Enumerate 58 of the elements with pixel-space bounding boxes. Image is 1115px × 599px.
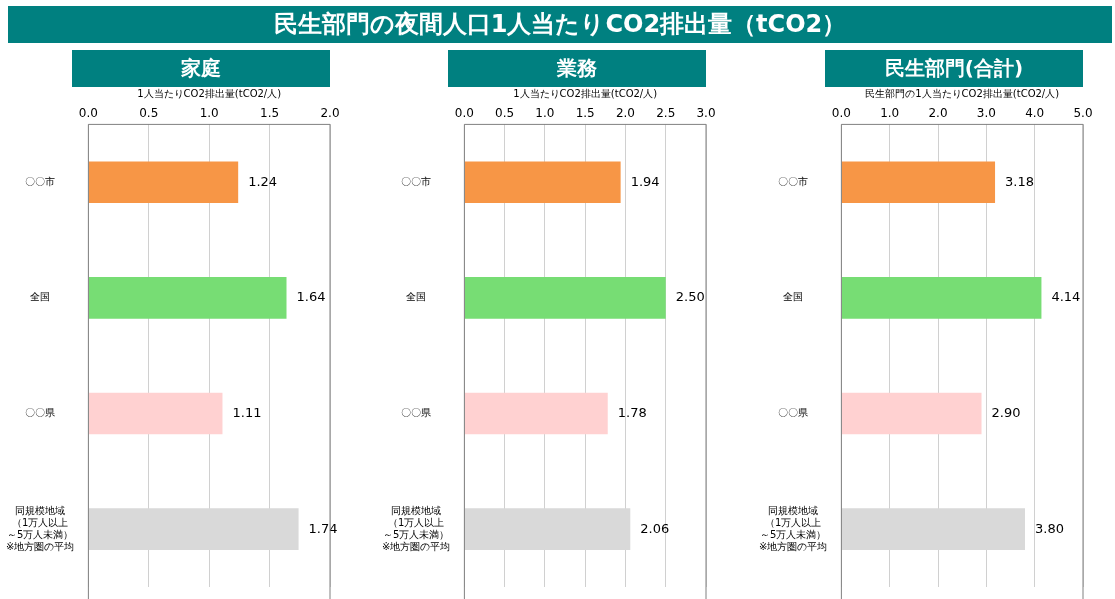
x-tick-label: 1.5	[575, 106, 595, 121]
x-tick-label: 0.0	[454, 106, 474, 121]
x-tick-label: 5.0	[1073, 106, 1093, 121]
data-label: 1.94	[630, 173, 660, 189]
data-label: 3.18	[1005, 173, 1034, 189]
data-label: 1.64	[296, 289, 326, 305]
x-tick-label: 1.0	[535, 106, 555, 121]
y-tick-label: 同規模地域（1万人以上～5万人未満）※地方圏の平均	[5, 504, 75, 552]
x-tick-label: 0.0	[78, 106, 98, 121]
y-tick-label: 〇〇県	[401, 407, 432, 419]
y-tick-label: 同規模地域（1万人以上～5万人未満）※地方圏の平均	[758, 504, 828, 552]
data-label: 1.74	[308, 520, 338, 536]
x-tick-label: 3.0	[976, 106, 996, 121]
x-axis-title: 1人当たりCO2排出量(tCO2/人)	[137, 87, 282, 99]
text: 民生部門の夜間人口1人当たりCO2排出量（tCO2）	[8, 6, 1112, 43]
x-tick-label: 0.0	[831, 106, 851, 121]
bar	[464, 392, 608, 435]
y-tick-label: 全国	[406, 291, 427, 303]
data-label: 4.14	[1051, 289, 1081, 305]
y-tick-label: 全国	[30, 291, 51, 303]
bar	[88, 277, 287, 319]
chart-title: 業務	[448, 50, 706, 87]
data-label: 3.80	[1035, 520, 1064, 536]
y-tick-label: 全国	[783, 291, 804, 303]
x-tick-label: 4.0	[1025, 106, 1045, 121]
x-tick-label: 1.5	[260, 106, 280, 121]
x-tick-label: 2.0	[928, 106, 948, 121]
x-tick-label: 0.5	[139, 106, 159, 121]
y-tick-label: 〇〇市	[25, 175, 56, 187]
data-label: 2.50	[675, 289, 705, 305]
x-tick-label: 3.0	[696, 106, 716, 121]
bar	[841, 392, 982, 435]
chart-title: 民生部門(合計)	[825, 50, 1083, 87]
x-tick-label: 0.5	[495, 106, 515, 121]
bar	[841, 277, 1042, 319]
x-tick-label: 1.0	[880, 106, 900, 121]
x-axis-title: 民生部門の1人当たりCO2排出量(tCO2/人)	[865, 87, 1060, 99]
x-tick-label: 2.5	[656, 106, 676, 121]
x-tick-label: 1.0	[199, 106, 219, 121]
y-tick-label: 〇〇県	[25, 407, 56, 419]
bar	[464, 277, 666, 319]
bar	[841, 161, 996, 204]
bar	[88, 161, 239, 204]
data-label: 2.90	[991, 404, 1021, 420]
data-label: 1.11	[232, 404, 262, 420]
y-tick-label: 〇〇市	[401, 175, 432, 187]
data-label: 1.78	[617, 404, 647, 420]
data-label: 2.06	[640, 520, 670, 536]
bar	[88, 392, 223, 435]
bar	[464, 161, 621, 204]
x-axis-title: 1人当たりCO2排出量(tCO2/人)	[513, 87, 658, 99]
data-label: 1.24	[248, 173, 278, 189]
y-tick-label: 同規模地域（1万人以上～5万人未満）※地方圏の平均	[381, 504, 451, 552]
chart-title: 家庭	[72, 50, 330, 87]
x-tick-label: 2.0	[615, 106, 636, 121]
x-tick-label: 2.0	[320, 106, 340, 121]
y-tick-label: 〇〇市	[778, 175, 809, 187]
y-tick-label: 〇〇県	[778, 407, 809, 419]
